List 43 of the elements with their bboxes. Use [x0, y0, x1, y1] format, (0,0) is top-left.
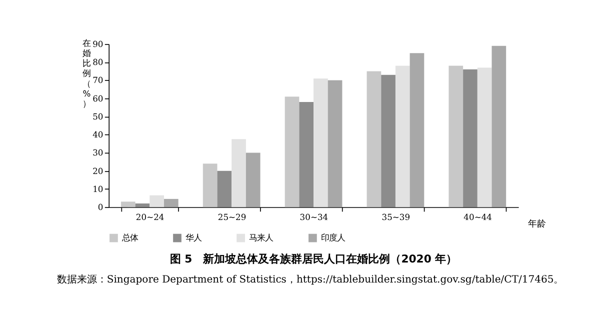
bar	[120, 202, 136, 208]
bar	[328, 80, 342, 208]
bar	[395, 66, 410, 208]
y-tick-label: 0	[98, 202, 104, 212]
x-axis-title: 年龄	[528, 218, 546, 230]
bar	[477, 68, 492, 208]
legend-label: 华人	[186, 232, 202, 243]
bar	[492, 46, 506, 208]
x-tick-label: 40~44	[464, 212, 492, 222]
y-tick-label: 70	[92, 75, 104, 86]
bar	[135, 203, 150, 208]
y-tick-label: 40	[92, 130, 104, 140]
y-tick-label: 50	[92, 111, 104, 122]
bar	[246, 152, 260, 208]
bar	[164, 198, 178, 208]
legend-label: 总体	[121, 232, 138, 243]
bar	[366, 71, 382, 208]
bar	[314, 78, 328, 208]
x-tick-label: 25~29	[218, 212, 246, 222]
legend-label: 马来人	[249, 232, 274, 243]
x-tick-label: 20~24	[136, 212, 164, 222]
x-tick-label: 35~39	[382, 212, 410, 222]
y-tick-label: 80	[92, 57, 104, 68]
bar	[410, 53, 424, 208]
bar	[448, 66, 464, 208]
bar	[463, 69, 478, 208]
y-tick-label: 60	[92, 93, 104, 104]
bar	[232, 139, 246, 208]
bar	[150, 195, 164, 208]
bar	[202, 164, 218, 208]
bar	[284, 96, 300, 208]
bar	[381, 74, 396, 208]
legend-label: 印度人	[321, 232, 346, 243]
y-tick-label: 10	[92, 184, 104, 194]
y-tick-label: 20	[92, 166, 104, 176]
x-tick-label: 30~34	[300, 212, 328, 222]
bar	[217, 170, 232, 208]
y-axis-title: 在婚比例（%）	[82, 38, 91, 108]
y-tick-label: 90	[92, 38, 104, 49]
bar	[299, 102, 314, 208]
text: 图 5 新加坡总体及各族群居民人口在婚比例（2020 年）	[170, 252, 458, 266]
y-tick-label: 30	[92, 148, 104, 158]
source-note: 数据来源：Singapore Department of Statistics，https://tablebuilder.singstat.gov.sg/table/CT/17465。	[56, 273, 564, 286]
